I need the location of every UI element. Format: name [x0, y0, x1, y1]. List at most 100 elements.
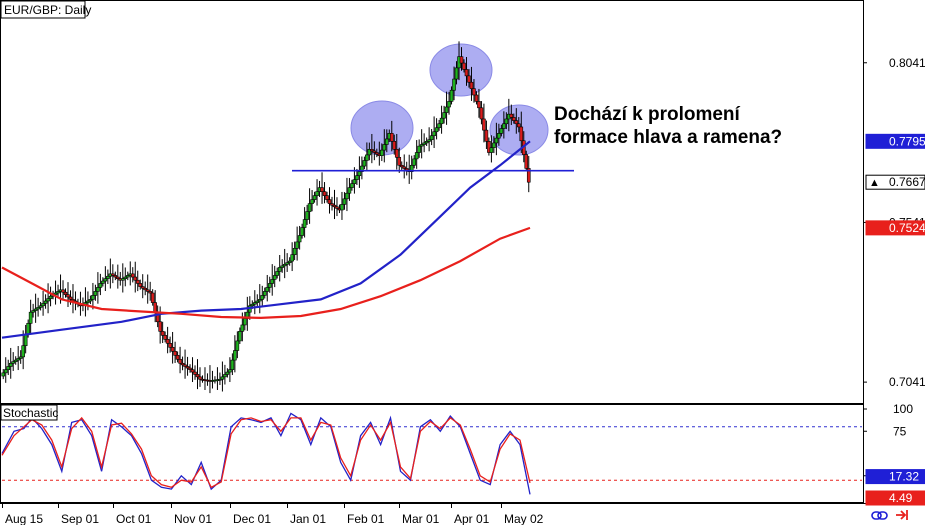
- candle-up: [360, 165, 364, 172]
- candle-up: [230, 359, 235, 370]
- candle-down: [330, 203, 334, 206]
- candle-up: [220, 376, 225, 380]
- candle-down: [459, 56, 464, 64]
- x-tick-label: Mar 01: [402, 512, 440, 525]
- candle-up: [412, 158, 416, 166]
- candle-up: [454, 67, 459, 80]
- candle-up: [101, 280, 105, 284]
- candle-down: [185, 366, 190, 369]
- candle-up: [270, 279, 275, 284]
- candle-up: [6, 366, 11, 370]
- stochastic-badge-2-bg: [865, 490, 925, 506]
- candle-down: [113, 275, 118, 278]
- candle-down: [61, 289, 65, 293]
- candle-up: [449, 89, 454, 102]
- chart-frame: [0, 0, 925, 504]
- candle-down: [474, 94, 479, 102]
- x-tick-label: Oct 01: [116, 512, 152, 525]
- x-tick-label: May 02: [504, 512, 544, 525]
- candle-down: [180, 362, 185, 366]
- candle-up: [265, 287, 270, 292]
- stochastic-title: Stochastic: [3, 406, 58, 420]
- candle-up: [8, 362, 13, 367]
- candle-up: [409, 164, 414, 172]
- x-tick-label: Sep 01: [61, 512, 99, 525]
- arrow-right-bar-icon[interactable]: [896, 510, 908, 520]
- candle-up: [350, 183, 354, 188]
- stochastic-panel-border: [0, 404, 864, 503]
- candle-up: [494, 137, 499, 144]
- candle-up: [287, 260, 292, 263]
- candle-up: [442, 112, 446, 119]
- candle-up: [56, 291, 60, 294]
- candle-down: [130, 273, 135, 278]
- candle-down: [153, 302, 157, 313]
- candle-up: [365, 154, 369, 161]
- candle-up: [272, 275, 277, 280]
- candle-up: [499, 128, 504, 134]
- candle-down: [325, 195, 329, 200]
- candle-up: [235, 340, 240, 351]
- candle-up: [252, 302, 257, 305]
- candle-up: [260, 295, 265, 300]
- candle-down: [512, 117, 516, 121]
- x-tick-label: Dec 01: [233, 512, 271, 525]
- candle-up: [414, 152, 419, 160]
- candle-up: [492, 142, 496, 149]
- candle-up: [307, 203, 312, 212]
- candle-up: [432, 131, 436, 137]
- candle-up: [310, 199, 314, 204]
- candle-up: [43, 300, 48, 304]
- x-tick-label: Nov 01: [174, 512, 212, 525]
- price-badge-3-label: 0.7524: [889, 221, 925, 235]
- candle-up: [218, 378, 222, 381]
- candle-up: [384, 138, 389, 145]
- candle-up: [300, 227, 304, 236]
- candle-down: [150, 292, 155, 303]
- candle-up: [31, 310, 35, 313]
- candle-up: [120, 278, 125, 281]
- candle-down: [195, 374, 200, 378]
- x-tick-label: Aug 15: [5, 512, 43, 525]
- candle-up: [292, 248, 297, 255]
- candle-down: [389, 133, 394, 142]
- candle-up: [502, 123, 506, 129]
- candle-down: [116, 276, 120, 279]
- price-y-tick-label: 0.7041: [889, 375, 925, 389]
- stochastic-line-2: [1, 416, 531, 489]
- candle-up: [26, 323, 30, 335]
- price-badge-1-label: 0.7795: [889, 134, 925, 148]
- candle-down: [516, 123, 521, 128]
- candle-up: [340, 204, 344, 211]
- candle-down: [175, 354, 180, 360]
- candle-up: [91, 295, 95, 300]
- candle-up: [439, 117, 444, 125]
- candle-up: [16, 358, 20, 361]
- stochastic-marks: [1, 412, 862, 495]
- candle-up: [297, 235, 302, 243]
- candle-up: [228, 369, 232, 373]
- candle-up: [238, 331, 242, 342]
- stochastic-badge-1-bg: [865, 469, 925, 485]
- stochastic-badge-1-label: 17.32: [889, 470, 919, 484]
- moving-average-line-1: [1, 140, 531, 339]
- candle-down: [138, 283, 143, 287]
- price-badge-3-bg: [865, 220, 925, 236]
- candle-up: [36, 307, 40, 310]
- annotation-line-1: Dochází k prolomení: [554, 104, 741, 125]
- candle-down: [111, 273, 115, 276]
- candle-down: [178, 358, 182, 364]
- candle-up: [352, 179, 357, 184]
- candle-up: [48, 295, 53, 299]
- link-icon[interactable]: [871, 511, 888, 520]
- candle-up: [250, 303, 255, 307]
- candle-up: [427, 139, 431, 142]
- candle-down: [173, 350, 177, 356]
- candle-up: [447, 101, 451, 108]
- candle-down: [188, 367, 192, 370]
- candle-up: [285, 262, 289, 265]
- candle-down: [399, 164, 404, 168]
- candle-down: [472, 88, 476, 96]
